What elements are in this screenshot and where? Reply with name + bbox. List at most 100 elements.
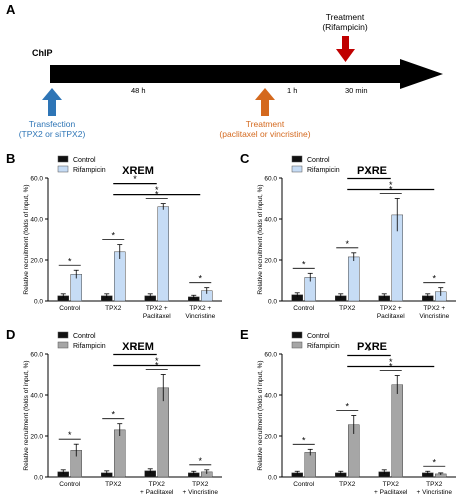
x-tick-label: TPX2 +: [146, 305, 168, 312]
significance-star: *: [111, 410, 115, 420]
x-tick-label: Vincristine: [419, 313, 449, 320]
chart-panel-e: E PXRE 0.0 20.0 40.0 60.0 Relative recruitment…: [234, 326, 467, 500]
y-tick-label: 20.0: [264, 434, 277, 441]
x-tick-label: TPX2: [426, 481, 443, 488]
chip-label: ChIP: [32, 48, 53, 58]
interval-30min: 30 min: [345, 86, 368, 95]
comparison-star: *: [389, 357, 393, 367]
significance-star: *: [302, 259, 306, 269]
y-tick-label: 20.0: [264, 258, 277, 265]
y-tick-label: 40.0: [264, 217, 277, 224]
significance-star: *: [111, 231, 115, 241]
legend-swatch-0: [57, 155, 69, 163]
x-tick-label: TPX2: [192, 481, 209, 488]
bar-rifampicin: [114, 429, 126, 478]
legend-swatch-0: [291, 155, 303, 163]
y-tick-label: 0.0: [34, 299, 43, 306]
bar-rifampicin: [391, 384, 403, 478]
treatment1-arrow-icon: [255, 88, 275, 116]
legend-label-1: Rifampicin: [73, 167, 106, 174]
bar-rifampicin: [348, 256, 360, 302]
legend-label-1: Rifampicin: [73, 343, 106, 350]
significance-star: *: [302, 435, 306, 445]
y-axis-label: Relative recruitment (folds of input, %): [23, 360, 30, 470]
x-tick-label: Control: [59, 305, 81, 312]
chart-title: XREM: [122, 341, 154, 353]
panel-letter: E: [240, 327, 249, 342]
x-tick-label: Control: [59, 481, 81, 488]
x-tick-label: + Vincristine: [417, 489, 453, 496]
y-axis-label: Relative recruitment (folds of input, %): [257, 184, 264, 294]
legend-swatch-0: [291, 331, 303, 339]
comparison-star: *: [367, 346, 371, 356]
chart-title: PXRE: [357, 165, 387, 177]
panel-letter: B: [6, 151, 15, 166]
x-tick-label: TPX2: [149, 481, 166, 488]
y-tick-label: 0.0: [268, 475, 277, 482]
bar-rifampicin: [114, 251, 126, 302]
legend-swatch-1: [57, 165, 69, 173]
significance-star: *: [68, 256, 72, 266]
transfection-arrow-icon: [42, 88, 62, 116]
significance-star: *: [345, 402, 349, 412]
chart-title: PXRE: [357, 341, 387, 353]
y-axis-label: Relative recruitment (folds of input, %): [257, 360, 264, 470]
panel-letter: C: [240, 151, 250, 166]
y-axis-label: Relative recruitment (folds of input, %): [23, 184, 30, 294]
treatment2-detail: (Rifampicin): [322, 22, 368, 32]
comparison-star: *: [155, 185, 159, 195]
legend-label-0: Control: [307, 333, 330, 340]
timeline-figure: A Treatment (Rifampicin) ChIP 48 h 1 h 3…: [0, 0, 467, 145]
x-tick-label: Paclitaxel: [143, 313, 171, 320]
chart-title: XREM: [122, 165, 154, 177]
y-tick-label: 60.0: [30, 352, 43, 359]
legend-label-0: Control: [307, 157, 330, 164]
y-tick-label: 40.0: [264, 393, 277, 400]
x-tick-label: TPX2 +: [423, 305, 445, 312]
bar-rifampicin: [157, 206, 169, 302]
significance-star: *: [432, 274, 436, 284]
timeline-axis-arrow-icon: [50, 59, 443, 89]
legend-label-0: Control: [73, 157, 96, 164]
significance-star: *: [345, 239, 349, 249]
y-tick-label: 60.0: [264, 352, 277, 359]
x-tick-label: TPX2: [383, 481, 400, 488]
comparison-star: *: [155, 356, 159, 366]
treatment2-arrow-icon: [336, 36, 355, 62]
legend-label-0: Control: [73, 333, 96, 340]
x-tick-label: TPX2: [339, 305, 356, 312]
comparison-star: *: [133, 345, 137, 355]
panel-letter: D: [6, 327, 15, 342]
x-tick-label: TPX2 +: [380, 305, 402, 312]
x-tick-label: TPX2: [105, 481, 122, 488]
significance-star: *: [198, 456, 202, 466]
treatment1-title: Treatment: [246, 119, 285, 129]
panel-letter-a: A: [6, 2, 16, 17]
y-tick-label: 0.0: [268, 299, 277, 306]
x-tick-label: + Paclitaxel: [140, 489, 174, 496]
y-tick-label: 20.0: [30, 434, 43, 441]
significance-star: *: [198, 274, 202, 284]
chart-panel-c: C PXRE 0.0 20.0 40.0 60.0 Relative recruitment…: [234, 150, 467, 324]
bar-rifampicin: [304, 452, 316, 478]
significance-star: *: [68, 430, 72, 440]
legend-swatch-1: [57, 341, 69, 349]
legend-label-1: Rifampicin: [307, 343, 340, 350]
interval-1h: 1 h: [287, 86, 297, 95]
y-tick-label: 20.0: [30, 258, 43, 265]
chart-panel-d: D XREM 0.0 20.0 40.0 60.0 Relative recruitment…: [0, 326, 233, 500]
x-tick-label: Control: [293, 305, 315, 312]
legend-label-1: Rifampicin: [307, 167, 340, 174]
comparison-star: *: [133, 174, 137, 184]
timeline-svg: A Treatment (Rifampicin) ChIP 48 h 1 h 3…: [6, 2, 443, 139]
treatment1-detail: (paclitaxel or vincristine): [219, 129, 310, 139]
treatment2-title: Treatment: [326, 12, 365, 22]
x-tick-label: TPX2 +: [189, 305, 211, 312]
chart-panel-b: B XREM 0.0 20.0 40.0 60.0 Relative recruitment…: [0, 150, 233, 324]
transfection-title: Transfection: [29, 119, 76, 129]
significance-star: *: [432, 457, 436, 467]
legend-swatch-1: [291, 165, 303, 173]
